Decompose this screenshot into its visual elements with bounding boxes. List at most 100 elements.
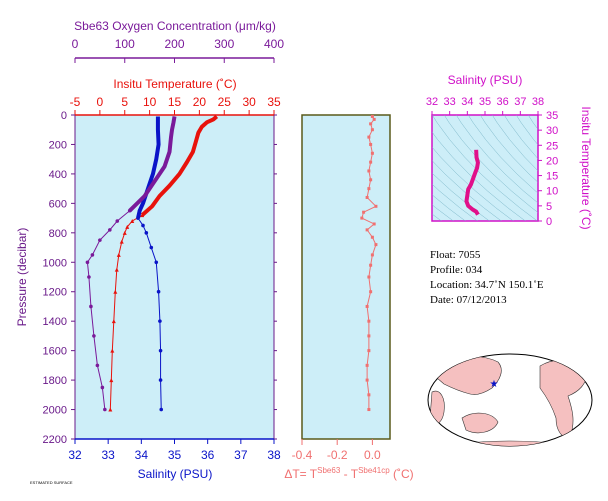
- oxygen-point: [87, 275, 91, 279]
- temperature-point: [114, 267, 119, 272]
- isopycnal-line: [432, 131, 526, 221]
- delta-t-point: [360, 216, 364, 220]
- temperature-point: [140, 213, 145, 218]
- temperature-point: [122, 230, 127, 235]
- delta-t-point: [367, 187, 371, 191]
- salinity-point: [154, 260, 159, 265]
- salinity-point: [156, 289, 161, 294]
- delta-t-point: [365, 195, 369, 199]
- temperature-point: [113, 289, 118, 294]
- ts-salinity-tick-label: 33: [444, 96, 456, 108]
- profile-panel: 0 200 400 600 800 1000 1200 1400 1600 1800 2000 220…: [15, 110, 306, 446]
- oxygen-profile-thin: [86, 116, 175, 410]
- oxygen-point: [98, 238, 102, 242]
- delta-t-point: [367, 275, 371, 279]
- temperature-point: [119, 239, 124, 244]
- isopycnal-line: [432, 115, 538, 221]
- ts-temperature-tick-label: 25: [546, 140, 558, 152]
- oxygen-point: [115, 219, 120, 223]
- delta-t-point: [370, 151, 374, 155]
- oxygen-point: [89, 304, 93, 309]
- ts-temperature-tick-label: 15: [546, 171, 558, 183]
- pressure-tick-label: 2200: [43, 434, 67, 446]
- delta-t-tick-label: -0.2: [327, 448, 348, 462]
- delta-t-point: [367, 169, 371, 173]
- oxygen-point: [127, 208, 132, 213]
- date: Date: 07/12/2013: [430, 294, 507, 306]
- pressure-tick-label: 200: [49, 139, 67, 151]
- isopycnal-line: [503, 115, 538, 159]
- oxygen-point: [95, 363, 100, 368]
- temperature-point: [109, 378, 114, 383]
- temperature-point: [125, 224, 130, 229]
- ts-salinity-tick-label: 34: [461, 96, 473, 108]
- pressure-tick-label: 0: [61, 110, 67, 122]
- delta-t-point: [374, 204, 378, 208]
- delta-t-point: [367, 349, 371, 353]
- ts-temperature-tick-label: 30: [546, 125, 558, 137]
- pressure-tick-label: 1400: [43, 316, 67, 328]
- ts-temperature-axis-title: Insitu Temperature (˚C): [579, 106, 593, 229]
- temperature-tick-label: 20: [193, 95, 207, 109]
- isopycnal-line: [527, 115, 538, 130]
- salinity-point: [141, 223, 145, 228]
- pressure-tick-label: 1800: [43, 375, 67, 387]
- oxygen-tick-label: 200: [164, 37, 184, 51]
- isopycnal-line: [432, 160, 502, 221]
- temperature-tick-label: -5: [70, 95, 81, 109]
- delta-t-point: [367, 319, 371, 323]
- delta-t-point: [369, 122, 373, 126]
- salinity-tick-label: 34: [135, 448, 149, 462]
- delta-t-point: [367, 334, 371, 338]
- salinity-point: [158, 348, 163, 353]
- temperature-tick-label: 25: [218, 95, 232, 109]
- oxygen-axis-title: Sbe63 Oxygen Concentration (μm/kg): [74, 19, 276, 33]
- delta-t-point: [370, 253, 374, 257]
- delta-t-point: [365, 304, 369, 308]
- africa-landmass: [429, 390, 445, 424]
- temperature-axis-title: Insitu Temperature (˚C): [113, 77, 236, 91]
- isopycnal-line: [455, 115, 538, 204]
- salinity-tick-label: 36: [201, 448, 215, 462]
- location: Location: 34.7˚N 150.1˚E: [430, 279, 544, 291]
- ts-salinity-tick-label: 32: [426, 96, 438, 108]
- pressure-tick-label: 1200: [43, 287, 67, 299]
- temperature-tick-label: 30: [242, 95, 256, 109]
- salinity-point: [136, 216, 140, 220]
- pressure-axis-title: Pressure (decibar): [15, 228, 29, 327]
- oxygen-tick-label: 300: [214, 37, 234, 51]
- delta-t-point: [369, 160, 373, 164]
- salinity-tick-label: 32: [68, 448, 82, 462]
- isopycnal-line: [479, 115, 538, 183]
- ts-salinity-tick-label: 38: [532, 96, 544, 108]
- footer-note: ESTIMATED SURFACE: [30, 480, 73, 485]
- pressure-tick-label: 1600: [43, 346, 67, 358]
- australia-landmass: [461, 412, 499, 434]
- temperature-point: [130, 219, 135, 224]
- salinity-tick-label: 33: [101, 448, 115, 462]
- float-id: Float: 7055: [430, 249, 481, 261]
- oxygen-tick-label: 0: [72, 37, 79, 51]
- salinity-point: [158, 378, 163, 382]
- delta-t-point: [369, 290, 373, 294]
- salinity-point: [137, 208, 142, 213]
- delta-t-point: [374, 243, 378, 247]
- temperature-tick-label: 0: [97, 95, 104, 109]
- isopycnal-line: [491, 115, 538, 172]
- oxygen-point: [108, 228, 112, 232]
- temperature-tick-label: 10: [143, 95, 157, 109]
- delta-t-tick-label: -0.4: [292, 448, 313, 462]
- delta-t-tick-label: 0.0: [364, 448, 381, 462]
- delta-t-point: [369, 142, 373, 146]
- ts-temperature-tick-label: 5: [546, 201, 552, 213]
- oxygen-tick-label: 100: [115, 37, 135, 51]
- delta-t-point: [372, 117, 376, 121]
- oxygen-axis: Sbe63 Oxygen Concentration (μm/kg) 0 100 2…: [72, 19, 284, 63]
- isopycnal-line: [443, 115, 538, 213]
- delta-t-point: [365, 228, 369, 232]
- delta-t-point: [369, 263, 373, 267]
- delta-t-point: [365, 363, 369, 367]
- delta-t-axis-title: ΔT= TSbe63 - TSbe41cp (˚C): [284, 466, 413, 481]
- salinity-point: [144, 231, 149, 235]
